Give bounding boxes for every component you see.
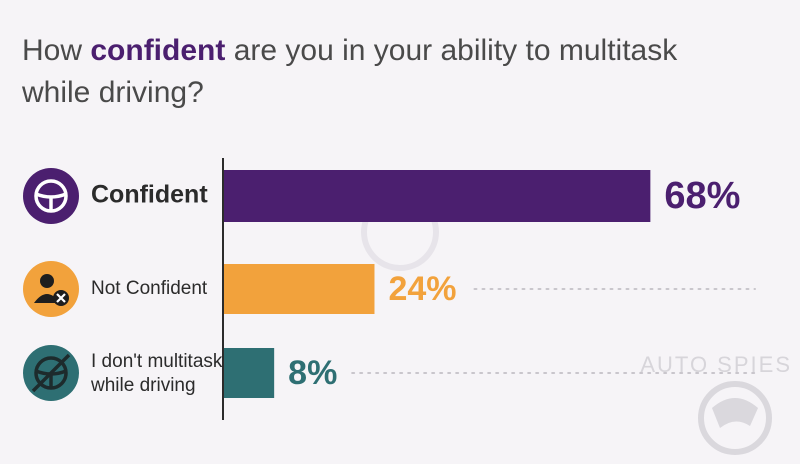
no-steering-wheel-icon <box>23 345 79 401</box>
title-after: are you in your ability to multitask whi… <box>22 34 678 109</box>
value-label: 8% <box>288 354 337 392</box>
bar <box>224 170 651 222</box>
bar <box>224 348 275 398</box>
value-label: 68% <box>664 175 740 217</box>
category-label: Not Confident <box>91 278 208 299</box>
steering-wheel-icon <box>23 168 79 224</box>
value-label: 24% <box>388 270 456 308</box>
bar <box>224 264 375 314</box>
watermark-text: AUTO SPIES <box>640 352 792 377</box>
category-label: Confident <box>91 181 208 209</box>
title-emphasis: confident <box>90 34 226 67</box>
category-label: I don't multitask while driving <box>90 351 223 396</box>
title-before: How <box>22 34 91 67</box>
watermark-globe-icon <box>698 381 772 455</box>
person-x-icon <box>23 261 79 317</box>
chart-title: How confident are you in your ability to… <box>22 30 742 114</box>
